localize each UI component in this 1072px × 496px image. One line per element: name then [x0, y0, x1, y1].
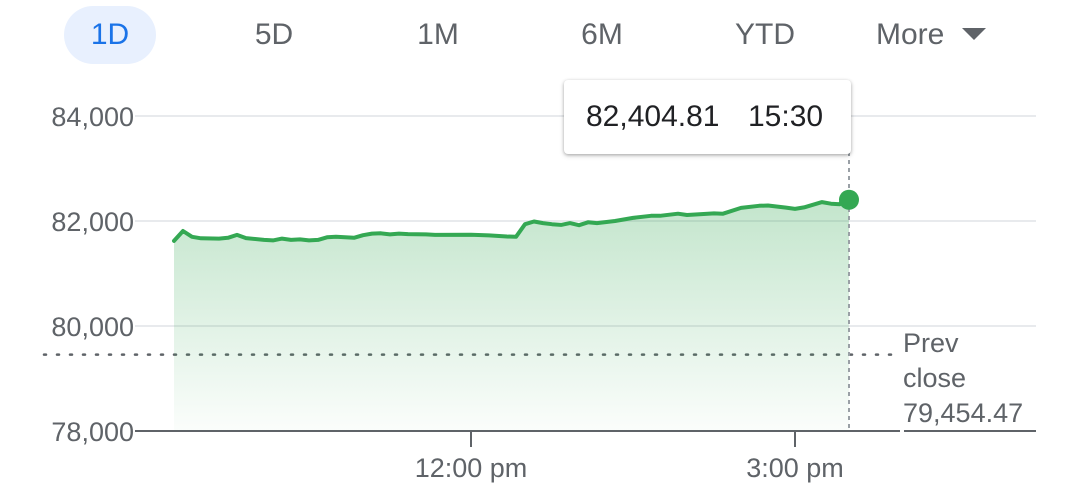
prev-close-line2: close: [903, 363, 967, 393]
tooltip-time: 15:30: [748, 100, 824, 133]
prev-close-label: Prev close 79,454.47: [903, 326, 1023, 431]
tab-ytd[interactable]: YTD: [735, 18, 795, 51]
x-axis-ticks: 12:00 pm 3:00 pm: [415, 431, 844, 483]
tab-1d[interactable]: 1D: [64, 6, 156, 64]
series-line: [172, 195, 851, 243]
y-tick-label: 80,000: [51, 312, 134, 342]
x-tick-label: 3:00 pm: [746, 453, 844, 483]
prev-close-value: 79,454.47: [903, 398, 1024, 428]
tooltip-value: 82,404.81: [586, 100, 720, 133]
tab-6m[interactable]: 6M: [581, 18, 623, 51]
hover-point: [839, 189, 859, 210]
series-area: [174, 197, 849, 431]
tab-1m[interactable]: 1M: [417, 18, 459, 51]
y-axis-labels: 84,000 82,000 80,000 78,000: [51, 102, 134, 447]
y-tick-label: 84,000: [51, 102, 134, 132]
x-tick-label: 12:00 pm: [415, 453, 528, 483]
price-tooltip: 82,404.81 15:30: [564, 80, 851, 154]
more-dropdown[interactable]: More: [876, 6, 987, 64]
more-label: More: [876, 18, 945, 51]
chevron-down-icon: [962, 28, 987, 41]
prev-close-line1: Prev: [903, 328, 959, 358]
y-tick-label: 82,000: [51, 207, 134, 237]
tab-5d[interactable]: 5D: [254, 18, 294, 51]
range-tabs: 1D 5D 1M 6M YTD More: [0, 0, 1072, 70]
y-tick-label: 78,000: [51, 417, 134, 447]
